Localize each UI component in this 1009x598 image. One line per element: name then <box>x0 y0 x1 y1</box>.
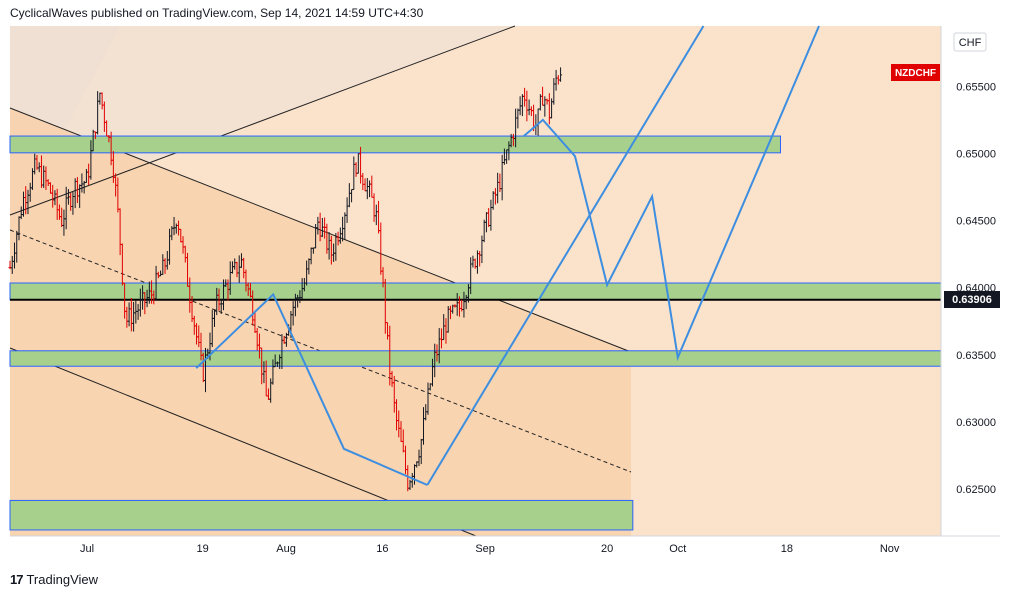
channel-midline <box>9 229 632 473</box>
last-price-label: 0.63906 <box>952 294 992 306</box>
x-tick-label: 18 <box>781 543 793 555</box>
price-series <box>8 67 563 492</box>
symbol-badge <box>891 64 940 81</box>
projections-group <box>195 25 820 486</box>
zones-group <box>9 135 942 531</box>
publish-header: CyclicalWaves published on TradingView.c… <box>10 6 424 20</box>
x-tick-label: 20 <box>601 543 613 555</box>
x-tick-label: 19 <box>196 543 208 555</box>
projection-breakout-line <box>426 25 705 486</box>
ascending-trendline <box>9 25 516 216</box>
y-tick-label: 0.65000 <box>956 149 996 161</box>
symbol-label: NZDCHF <box>895 68 936 79</box>
y-tick-label: 0.63000 <box>956 417 996 429</box>
zone-3 <box>9 350 942 367</box>
y-tick-label: 0.64500 <box>956 216 996 228</box>
footer-brand: TradingView <box>26 572 99 587</box>
descending-channel-fill <box>10 108 631 536</box>
time-axis: Jul 19 Aug 16 Sep 20 Oct 18 Nov <box>80 543 900 555</box>
last-price-badge <box>944 291 1000 308</box>
currency-box <box>953 32 987 52</box>
projection-wave-left <box>195 292 428 486</box>
x-tick-label: Aug <box>276 543 296 555</box>
tradingview-logo-icon: 17 <box>10 572 24 587</box>
y-tick-label: 0.65500 <box>956 81 996 93</box>
x-tick-label: Nov <box>880 543 900 555</box>
zone-4 <box>9 499 634 531</box>
currency-label: CHF <box>959 37 982 49</box>
y-tick-label: 0.62500 <box>956 484 996 496</box>
price-axis: 0.655000.650000.645000.640000.635000.630… <box>956 81 996 496</box>
projection-wave-right <box>523 25 820 362</box>
footer: 17 TradingView <box>10 572 98 587</box>
x-tick-label: Jul <box>80 543 94 555</box>
x-tick-label: Sep <box>475 543 495 555</box>
x-tick-label: Oct <box>669 543 686 555</box>
y-tick-label: 0.63500 <box>956 350 996 362</box>
zone-1 <box>9 135 781 154</box>
x-tick-label: 16 <box>376 543 388 555</box>
